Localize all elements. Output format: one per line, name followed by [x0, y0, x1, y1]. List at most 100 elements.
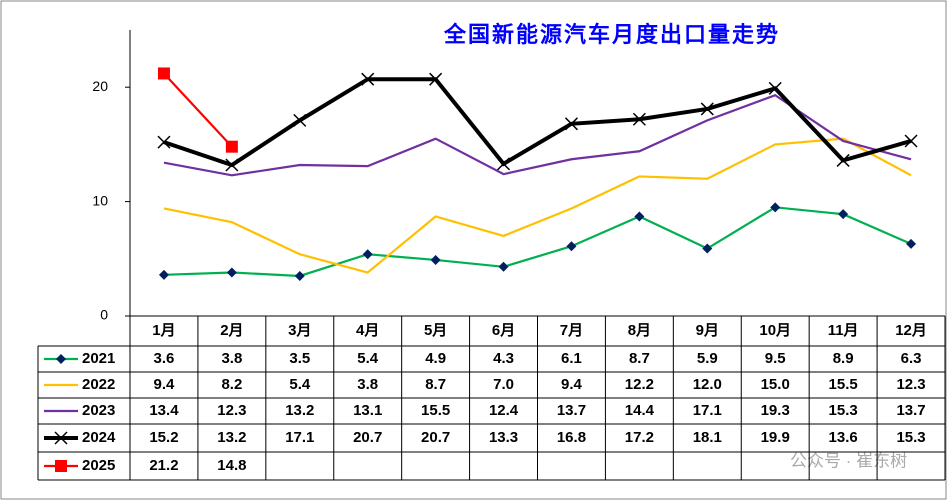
table-value: 20.7: [421, 429, 450, 446]
x-tick-label: 10月: [759, 322, 791, 339]
table-value: 9.4: [561, 376, 583, 393]
point-marker: [838, 209, 849, 220]
table-value: 5.4: [357, 350, 379, 367]
x-tick-label: 6月: [492, 322, 515, 339]
table-value: 12.4: [489, 402, 519, 419]
point-marker: [158, 269, 169, 280]
table-value: 8.2: [221, 376, 242, 393]
legend-marker: [55, 460, 67, 472]
table-value: 16.8: [557, 429, 586, 446]
table-value: 17.1: [693, 402, 722, 419]
point-marker: [225, 140, 238, 153]
table-value: 3.8: [357, 376, 378, 393]
table-value: 6.3: [901, 350, 922, 367]
point-marker: [157, 135, 171, 149]
table-value: 14.4: [625, 402, 655, 419]
table-value: 13.6: [829, 429, 858, 446]
point-marker: [225, 158, 239, 172]
table-value: 12.3: [217, 402, 246, 419]
legend-label: 2023: [82, 402, 115, 419]
table-value: 13.7: [896, 402, 925, 419]
table-value: 12.2: [625, 376, 654, 393]
table-value: 12.0: [693, 376, 722, 393]
table-value: 9.4: [154, 376, 176, 393]
chart-title: 全国新能源汽车月度出口量走势: [443, 22, 780, 48]
table-value: 3.8: [221, 350, 242, 367]
table-value: 5.9: [697, 350, 718, 367]
y-tick-label: 20: [92, 78, 108, 94]
point-marker: [770, 202, 781, 213]
point-marker: [632, 112, 646, 126]
x-tick-label: 5月: [424, 322, 447, 339]
table-value: 3.5: [289, 350, 310, 367]
point-marker: [836, 153, 850, 167]
point-marker: [700, 102, 714, 116]
point-marker: [904, 134, 918, 148]
legend-label: 2024: [82, 429, 116, 446]
table-value: 19.3: [761, 402, 790, 419]
table-value: 15.5: [421, 402, 450, 419]
table-value: 4.3: [493, 350, 514, 367]
x-tick-label: 4月: [356, 322, 379, 339]
table-value: 19.9: [761, 429, 790, 446]
y-tick-label: 0: [100, 307, 108, 323]
table-value: 13.7: [557, 402, 586, 419]
point-marker: [429, 72, 443, 86]
point-marker: [294, 270, 305, 281]
table-value: 5.4: [289, 376, 311, 393]
series-line: [163, 72, 233, 148]
table-value: 20.7: [353, 429, 382, 446]
table-value: 13.2: [285, 402, 314, 419]
table-value: 13.4: [149, 402, 179, 419]
table-value: 15.0: [761, 376, 790, 393]
x-tick-label: 3月: [288, 322, 311, 339]
table-value: 21.2: [149, 457, 178, 474]
series-line: [163, 206, 912, 278]
point-marker: [566, 241, 577, 252]
legend-label: 2022: [82, 376, 115, 393]
table-value: 9.5: [765, 350, 786, 367]
table-value: 6.1: [561, 350, 582, 367]
x-tick-label: 12月: [895, 322, 927, 339]
point-marker: [497, 157, 511, 171]
point-marker: [564, 117, 578, 131]
table-value: 8.7: [425, 376, 446, 393]
table-value: 15.2: [149, 429, 178, 446]
x-tick-label: 2月: [220, 322, 243, 339]
x-tick-label: 9月: [696, 322, 719, 339]
table-value: 18.1: [693, 429, 722, 446]
point-marker: [362, 249, 373, 260]
point-marker: [702, 243, 713, 254]
table-value: 13.3: [489, 429, 518, 446]
series-line: [163, 77, 912, 168]
series-line: [163, 137, 912, 274]
watermark: 公众号 · 崔东树: [790, 451, 907, 470]
x-tick-label: 1月: [152, 322, 175, 339]
table-value: 4.9: [425, 350, 446, 367]
table-value: 13.1: [353, 402, 382, 419]
y-tick-label: 10: [92, 192, 108, 208]
table-value: 17.2: [625, 429, 654, 446]
point-marker: [906, 238, 917, 249]
table-value: 15.3: [829, 402, 858, 419]
table-value: 8.9: [833, 350, 854, 367]
x-tick-label: 7月: [560, 322, 583, 339]
legend-marker: [56, 354, 66, 364]
table-value: 17.1: [285, 429, 314, 446]
point-marker: [157, 67, 170, 80]
legend-label: 2025: [82, 457, 115, 474]
point-marker: [634, 211, 645, 222]
table-value: 12.3: [896, 376, 925, 393]
point-marker: [293, 113, 307, 127]
table-value: 15.3: [896, 429, 925, 446]
table-value: 14.8: [217, 457, 246, 474]
x-tick-label: 11月: [828, 322, 859, 339]
point-marker: [498, 261, 509, 272]
x-tick-label: 8月: [628, 322, 651, 339]
table-value: 8.7: [629, 350, 650, 367]
point-marker: [361, 72, 375, 86]
legend-marker: [54, 431, 68, 445]
table-value: 7.0: [493, 376, 514, 393]
